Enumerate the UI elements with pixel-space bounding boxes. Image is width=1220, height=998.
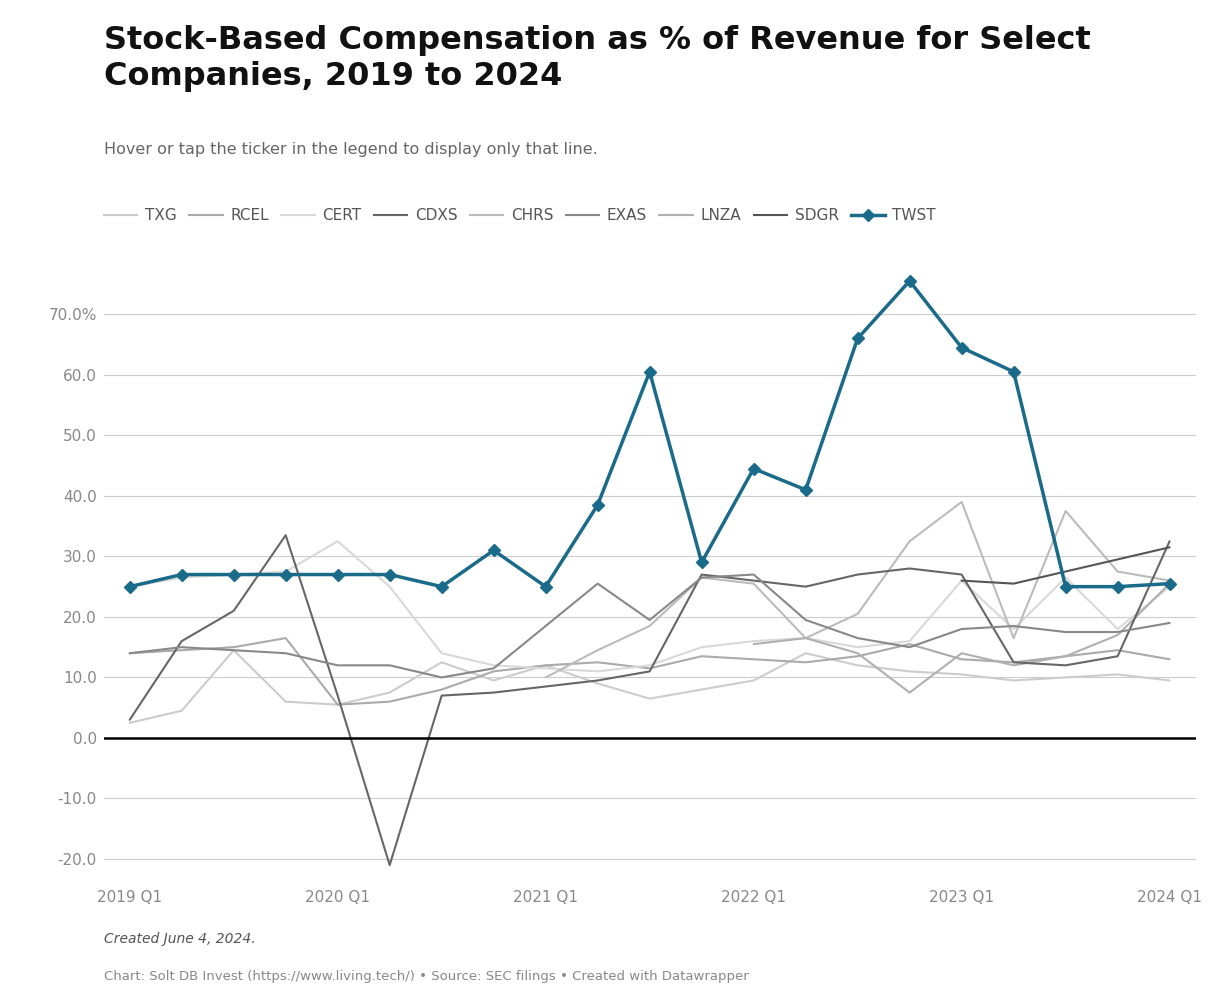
Text: Hover or tap the ticker in the legend to display only that line.: Hover or tap the ticker in the legend to… (104, 142, 598, 157)
Text: Created June 4, 2024.: Created June 4, 2024. (104, 932, 255, 946)
Legend: TXG, RCEL, CERT, CDXS, CHRS, EXAS, LNZA, SDGR, TWST: TXG, RCEL, CERT, CDXS, CHRS, EXAS, LNZA,… (104, 208, 936, 223)
Text: Stock-Based Compensation as % of Revenue for Select
Companies, 2019 to 2024: Stock-Based Compensation as % of Revenue… (104, 25, 1091, 92)
Text: Chart: Solt DB Invest (https://www.living.tech/) • Source: SEC filings • Created: Chart: Solt DB Invest (https://www.livin… (104, 970, 748, 983)
